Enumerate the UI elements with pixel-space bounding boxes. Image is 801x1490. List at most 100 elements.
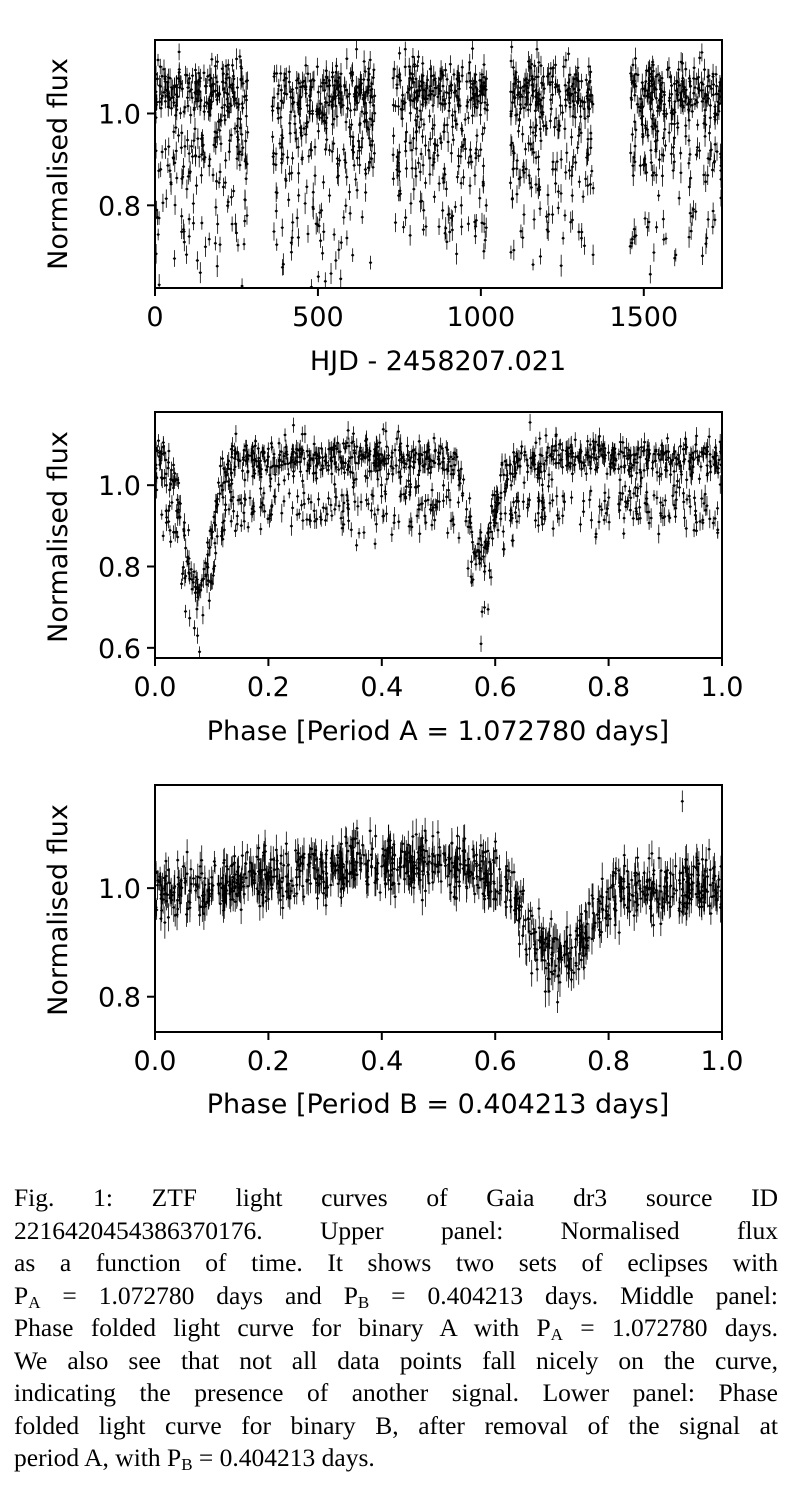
data-point	[613, 861, 618, 886]
data-point	[570, 165, 574, 186]
y-axis: 0.8 1.0	[98, 99, 155, 222]
data-point	[447, 102, 451, 119]
data-point	[581, 190, 585, 203]
data-point	[512, 144, 516, 163]
data-point	[515, 185, 519, 204]
data-point	[584, 466, 588, 481]
data-point	[337, 463, 341, 476]
data-point	[308, 72, 312, 89]
data-point	[200, 137, 205, 156]
data-point	[174, 121, 178, 134]
data-point	[334, 251, 338, 270]
data-point	[222, 847, 226, 873]
data-point	[216, 113, 221, 131]
data-point	[286, 468, 291, 481]
data-point	[572, 957, 576, 989]
x-tick-label: 0.2	[247, 1046, 290, 1077]
data-point	[598, 498, 602, 515]
data-point	[235, 77, 239, 99]
data-points	[154, 790, 723, 1013]
data-point	[550, 471, 554, 488]
data-point	[274, 203, 278, 219]
data-point	[183, 135, 187, 158]
data-point	[554, 173, 558, 194]
data-point	[290, 151, 295, 165]
data-point	[398, 186, 402, 201]
data-point	[582, 236, 587, 255]
data-point	[478, 105, 483, 125]
data-point	[714, 78, 719, 94]
data-point	[272, 87, 276, 108]
data-point	[441, 479, 446, 491]
data-point	[538, 248, 543, 265]
data-point	[522, 97, 526, 119]
data-point	[597, 514, 601, 530]
figure-caption: Fig. 1: ZTF light curves of Gaia dr3 sou…	[14, 1182, 778, 1475]
data-point	[207, 95, 211, 117]
y-tick-label: 1.0	[98, 874, 141, 905]
data-point	[403, 836, 407, 868]
data-point	[404, 209, 408, 226]
data-point	[183, 873, 187, 892]
data-point	[510, 189, 514, 209]
data-point	[275, 64, 279, 83]
data-point	[657, 467, 661, 486]
data-point	[700, 90, 704, 112]
data-point	[304, 125, 308, 144]
data-point	[221, 177, 226, 197]
data-point	[386, 468, 391, 480]
data-point	[304, 56, 308, 75]
data-point	[367, 465, 372, 477]
data-point	[679, 162, 683, 184]
data-point	[362, 50, 366, 73]
data-point	[369, 502, 374, 519]
data-point	[392, 507, 397, 524]
data-point	[353, 492, 357, 511]
data-point	[368, 152, 372, 172]
data-point	[164, 852, 168, 870]
data-point	[430, 482, 434, 498]
data-point	[426, 493, 430, 506]
y-axis: 0.8 1.0	[98, 874, 155, 1014]
data-point	[561, 231, 565, 245]
data-point	[325, 128, 329, 151]
data-point	[512, 863, 516, 881]
data-point	[536, 150, 541, 164]
data-point	[548, 494, 552, 513]
data-point	[551, 162, 555, 176]
data-point	[183, 604, 188, 619]
data-point	[569, 211, 573, 233]
data-point	[428, 131, 432, 147]
data-point	[459, 177, 463, 190]
data-point	[316, 492, 321, 507]
data-point	[215, 128, 220, 146]
data-point	[378, 433, 382, 452]
data-point	[420, 129, 425, 144]
data-point	[300, 426, 304, 442]
data-point	[180, 208, 184, 225]
data-point	[351, 248, 355, 262]
data-point	[479, 142, 483, 157]
data-point	[240, 95, 244, 113]
data-point	[181, 855, 185, 878]
data-point	[298, 466, 303, 478]
x-tick-label: 0.4	[360, 672, 403, 703]
data-point	[665, 107, 669, 120]
data-point	[235, 517, 239, 531]
data-point	[326, 491, 331, 506]
data-point	[587, 887, 591, 918]
data-point	[351, 131, 355, 143]
x-tick-label: 500	[292, 302, 344, 333]
data-point	[321, 457, 325, 475]
data-point	[431, 454, 435, 468]
data-point	[570, 210, 574, 230]
data-point	[657, 189, 661, 202]
data-point	[184, 538, 188, 558]
data-point	[533, 59, 537, 73]
data-point	[354, 41, 359, 59]
data-point	[395, 79, 399, 97]
data-point	[558, 967, 562, 997]
data-point	[466, 216, 470, 232]
data-point	[191, 193, 195, 214]
data-point	[428, 164, 432, 185]
